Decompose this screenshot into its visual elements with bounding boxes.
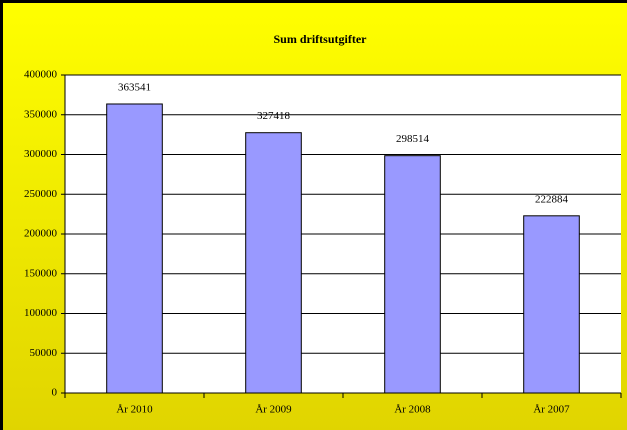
- x-tick-label: År 2008: [394, 404, 431, 416]
- bar: [523, 215, 580, 394]
- data-label: 363541: [118, 82, 151, 94]
- y-tick-label: 200000: [24, 228, 58, 240]
- y-tick-label: 50000: [30, 347, 58, 359]
- data-label: 327418: [257, 110, 291, 122]
- y-tick-label: 350000: [24, 108, 58, 120]
- y-tick-label: 100000: [24, 307, 58, 319]
- data-label: 222884: [535, 193, 569, 205]
- x-tick-label: År 2009: [255, 404, 292, 416]
- x-tick-label: År 2010: [116, 404, 153, 416]
- chart-title: Sum driftsutgifter: [274, 32, 368, 46]
- bar: [245, 132, 302, 394]
- y-tick-label: 400000: [24, 69, 58, 81]
- x-tick-label: År 2007: [533, 404, 570, 416]
- y-tick-label: 0: [52, 387, 58, 399]
- y-tick-label: 250000: [24, 188, 58, 200]
- y-tick-label: 300000: [24, 148, 58, 160]
- bar: [384, 155, 441, 394]
- y-tick-label: 150000: [24, 267, 58, 279]
- data-label: 298514: [396, 133, 430, 145]
- bar: [106, 103, 163, 394]
